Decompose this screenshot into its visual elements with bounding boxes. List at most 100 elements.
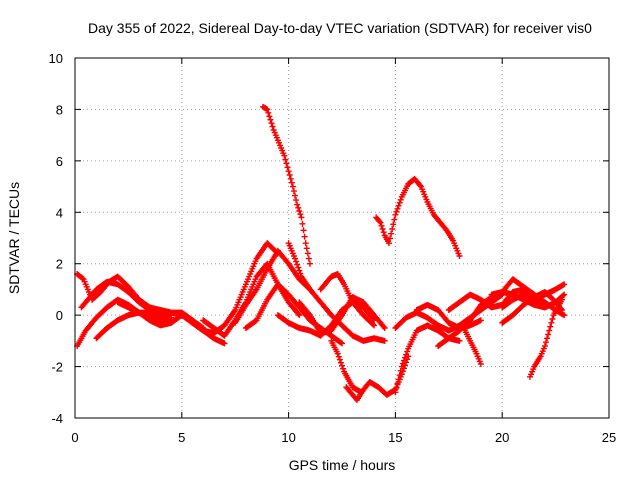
chart-title: Day 355 of 2022, Sidereal Day-to-day VTE…: [88, 20, 592, 36]
data-point: [268, 120, 275, 127]
data-point: [282, 156, 289, 163]
series-arc8: [232, 247, 313, 326]
data-point: [157, 317, 164, 324]
series-arc23: [460, 325, 484, 367]
data-point: [378, 222, 385, 229]
data-point: [400, 357, 407, 364]
data-point: [293, 258, 300, 265]
y-tick-label: 8: [56, 102, 63, 117]
data-point: [296, 312, 303, 319]
tick-labels: 0 5 10 15 20 25 -4 -2 0 2 4 6 8 10: [49, 51, 617, 445]
data-point: [287, 175, 294, 182]
data-point: [300, 227, 307, 234]
x-tick-label: 15: [388, 430, 402, 445]
data-point: [266, 113, 273, 120]
y-tick-label: -2: [51, 360, 63, 375]
y-axis-label: SDTVAR / TECUs: [6, 182, 22, 294]
data-point: [561, 281, 568, 288]
series-arc27: [499, 289, 566, 326]
data-point: [296, 267, 303, 274]
data-point: [391, 216, 398, 223]
data-point: [340, 365, 347, 372]
data-point: [264, 106, 271, 113]
data-point: [339, 340, 345, 347]
data-point: [339, 362, 345, 369]
data-point: [380, 323, 387, 330]
data-point: [294, 261, 301, 268]
data-point: [545, 331, 552, 338]
data-point: [306, 260, 313, 267]
data-point: [281, 152, 288, 159]
data-point: [397, 367, 404, 374]
data-point: [387, 235, 394, 242]
data-point: [404, 348, 411, 355]
data-point: [336, 356, 343, 363]
data-point: [297, 211, 304, 218]
series-arc16: [343, 384, 367, 403]
data-point: [477, 361, 484, 367]
x-tick-label: 5: [178, 430, 185, 445]
data-point: [360, 386, 367, 393]
axis-ticks: [74, 57, 610, 419]
data-point: [295, 310, 302, 317]
y-tick-label: 0: [56, 308, 63, 323]
data-point: [416, 182, 423, 189]
data-point: [548, 319, 555, 326]
data-point: [396, 199, 403, 206]
y-tick-label: 2: [56, 257, 63, 272]
data-point: [292, 255, 299, 262]
data-point: [79, 275, 86, 282]
data-point: [289, 183, 296, 190]
data-point: [302, 240, 309, 247]
data-point: [477, 317, 484, 324]
data-point: [393, 385, 400, 391]
data-point: [547, 323, 554, 330]
series-arc18: [373, 175, 463, 259]
y-tick-label: -4: [51, 411, 63, 426]
series-arc17: [392, 322, 463, 396]
data-point: [305, 255, 312, 262]
data-point: [377, 219, 384, 226]
x-tick-label: 25: [602, 430, 616, 445]
data-point: [561, 312, 568, 319]
data-point: [549, 316, 556, 322]
data-point: [559, 296, 566, 303]
data-point: [394, 205, 401, 212]
data-point: [293, 197, 300, 204]
data-point: [334, 350, 341, 357]
data-point: [397, 196, 404, 203]
series-arc13: [296, 294, 388, 337]
data-point: [292, 192, 299, 199]
data-point: [337, 339, 344, 346]
data-point: [557, 305, 564, 312]
data-point: [394, 380, 401, 387]
data-point: [265, 109, 272, 116]
data-point: [381, 325, 388, 331]
data-point: [284, 164, 291, 171]
data-point: [398, 363, 405, 370]
data-point: [396, 372, 403, 379]
data-point: [392, 211, 399, 218]
grid-lines: [75, 58, 609, 418]
data-point: [369, 321, 376, 328]
x-tick-label: 0: [71, 430, 78, 445]
plot-frame: [74, 57, 610, 419]
data-point: [283, 160, 290, 167]
series-arc10: [259, 103, 313, 267]
data-point: [335, 353, 342, 360]
data-point: [381, 337, 388, 344]
series-arc11: [285, 240, 388, 344]
data-point: [542, 339, 549, 346]
data-point: [561, 291, 568, 298]
data-point: [303, 245, 310, 252]
data-point: [168, 314, 175, 321]
series-arc15: [328, 337, 412, 398]
series-arc6: [178, 240, 281, 337]
x-tick-label: 10: [281, 430, 295, 445]
data-point: [296, 208, 303, 214]
data-point: [559, 307, 566, 313]
data-point: [371, 322, 378, 329]
data-point: [385, 240, 392, 247]
data-point: [285, 168, 292, 175]
